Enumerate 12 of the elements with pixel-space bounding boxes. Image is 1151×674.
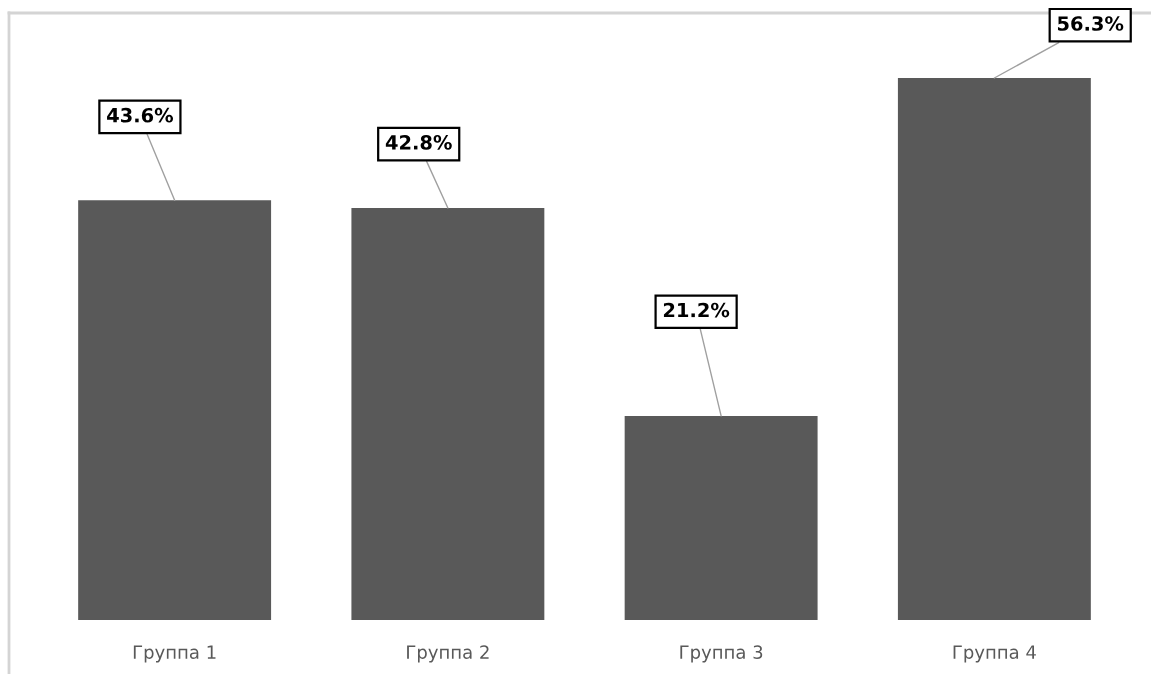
data-label: 43.6% <box>107 107 174 123</box>
x-tick-label: Группа 3 <box>680 645 763 663</box>
data-label: 21.2% <box>663 302 730 318</box>
bar <box>351 207 545 620</box>
bar <box>624 415 818 620</box>
bar <box>78 200 272 620</box>
data-label: 42.8% <box>385 135 452 150</box>
x-tick-label: Группа 2 <box>407 645 489 663</box>
bar <box>897 78 1091 620</box>
x-tick-label: Группа 4 <box>953 645 1036 663</box>
x-tick-label: Группа 1 <box>133 645 216 663</box>
data-label: 56.3% <box>1057 16 1124 31</box>
